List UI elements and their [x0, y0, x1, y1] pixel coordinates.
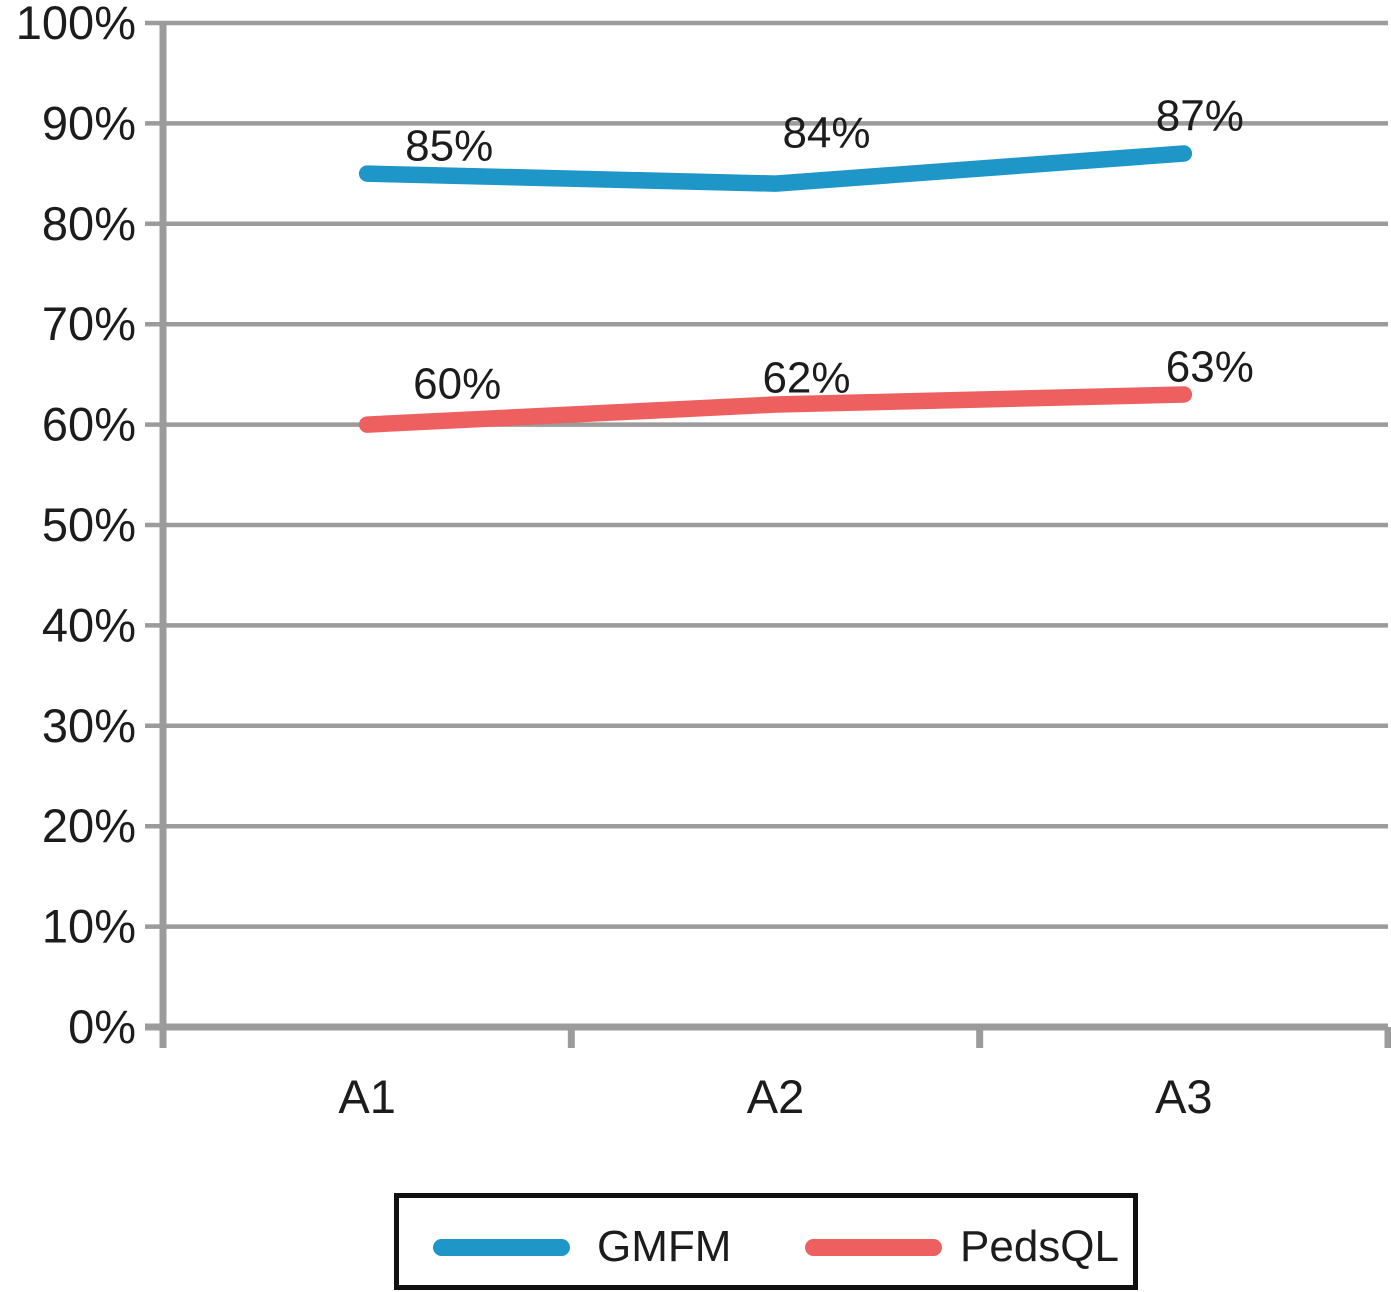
legend-label-pedsql: PedsQL: [960, 1222, 1119, 1271]
data-label-pedsql-A2: 62%: [762, 354, 850, 403]
series-line-pedsql: [358, 386, 1193, 433]
y-tick-label-10pct: 10%: [42, 900, 136, 953]
x-category-label-A1: A1: [338, 1070, 396, 1123]
legend-label-gmfm: GMFM: [597, 1222, 732, 1271]
data-label-gmfm-A2: 84%: [782, 109, 870, 158]
data-label-gmfm-A1: 85%: [405, 122, 493, 171]
y-tick-label-60pct: 60%: [42, 398, 136, 451]
data-label-pedsql-A3: 63%: [1166, 342, 1254, 391]
series-line-gmfm: [358, 145, 1193, 192]
y-tick-label-40pct: 40%: [42, 598, 136, 651]
legend: GMFM PedsQL: [394, 1193, 1138, 1290]
data-label-gmfm-A3: 87%: [1156, 92, 1244, 141]
y-tick-label-100pct: 100%: [16, 0, 136, 49]
legend-swatch-pedsql: [805, 1239, 942, 1256]
y-tick-label-50pct: 50%: [42, 498, 136, 551]
y-tick-label-20pct: 20%: [42, 799, 136, 852]
x-category-label-A3: A3: [1155, 1070, 1213, 1123]
data-label-pedsql-A1: 60%: [413, 360, 501, 409]
y-tick-label-80pct: 80%: [42, 197, 136, 250]
legend-swatch-gmfm: [433, 1239, 570, 1256]
y-tick-label-0pct: 0%: [68, 1000, 136, 1053]
y-tick-label-90pct: 90%: [42, 96, 136, 149]
y-tick-label-70pct: 70%: [42, 297, 136, 350]
y-tick-label-30pct: 30%: [42, 699, 136, 752]
x-category-label-A2: A2: [747, 1070, 805, 1123]
